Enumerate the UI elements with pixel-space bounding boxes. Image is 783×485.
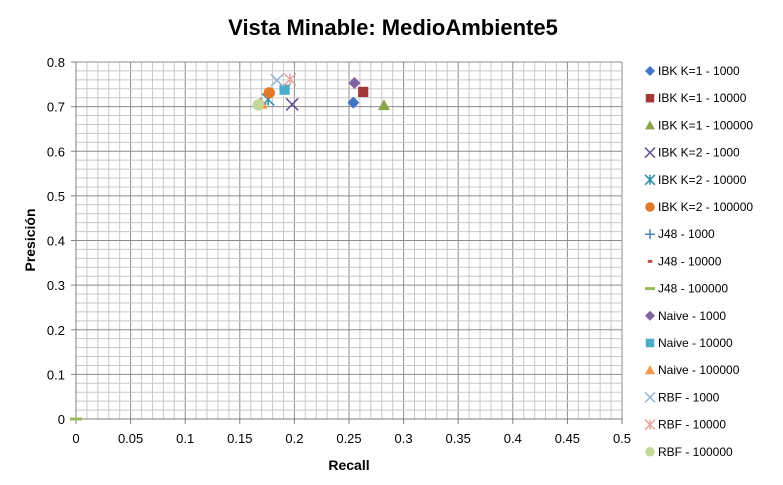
y-tick-label: 0.2 <box>47 323 65 338</box>
x-tick-label: 0.35 <box>446 431 471 446</box>
data-point <box>270 73 284 87</box>
x-tick-label: 0 <box>72 431 79 446</box>
y-tick-label: 0.1 <box>47 367 65 382</box>
y-tick-label: 0.8 <box>47 55 65 70</box>
y-tick-label: 0.6 <box>47 144 65 159</box>
data-point <box>347 96 360 109</box>
x-tick-label: 0.3 <box>395 431 413 446</box>
legend-label: Naive - 100000 <box>658 363 740 377</box>
data-point <box>348 76 361 89</box>
y-tick-label: 0.4 <box>47 234 65 249</box>
legend-label: Naive - 10000 <box>658 336 733 350</box>
legend-marker <box>645 310 655 321</box>
x-tick-label: 0.1 <box>176 431 194 446</box>
legend-label: RBF - 100000 <box>658 445 733 459</box>
x-axis-title: Recall <box>328 457 369 473</box>
legend-label: J48 - 10000 <box>658 254 722 268</box>
legend-label: RBF - 1000 <box>658 390 720 404</box>
y-axis-title: Presición <box>22 208 38 271</box>
legend-marker <box>645 229 655 240</box>
legend-marker <box>645 93 655 103</box>
legend-label: IBK K=1 - 10000 <box>658 91 747 105</box>
legend-marker <box>645 365 655 375</box>
chart-title: Vista Minable: MedioAmbiente5 <box>228 15 558 40</box>
x-tick-label: 0.25 <box>336 431 361 446</box>
legend-marker <box>644 419 656 431</box>
y-tick-label: 0 <box>58 412 65 427</box>
legend-label: IBK K=2 - 100000 <box>658 200 753 214</box>
legend: IBK K=1 - 1000 IBK K=1 - 10000 IBK K=1 - 1… <box>644 64 753 459</box>
y-tick-label: 0.5 <box>47 189 65 204</box>
x-tick-labels: 0 0.05 0.1 0.15 0.2 0.25 0.3 0.35 0.4 0.45 0.5 <box>72 431 631 446</box>
legend-label: IBK K=1 - 100000 <box>658 118 753 132</box>
legend-marker <box>645 120 655 130</box>
data-point <box>285 97 299 111</box>
x-tick-label: 0.05 <box>118 431 143 446</box>
data-point <box>358 86 369 97</box>
legend-marker <box>645 66 655 76</box>
data-point <box>279 84 290 95</box>
y-tick-label: 0.7 <box>47 100 65 115</box>
grid <box>75 61 623 420</box>
x-tick-label: 0.2 <box>285 431 303 446</box>
legend-marker <box>645 447 655 457</box>
axes <box>71 61 623 424</box>
x-tick-label: 0.5 <box>613 431 631 446</box>
legend-marker <box>644 174 656 186</box>
data-point <box>252 99 265 111</box>
x-tick-label: 0.15 <box>227 431 252 446</box>
legend-marker <box>644 391 656 403</box>
legend-marker <box>645 338 655 348</box>
legend-marker <box>644 147 656 159</box>
data-point <box>377 99 390 111</box>
x-tick-label: 0.45 <box>555 431 580 446</box>
data-points <box>70 72 390 421</box>
data-point <box>283 72 297 86</box>
data-point <box>263 87 275 99</box>
legend-label: IBK K=1 - 1000 <box>658 64 740 78</box>
legend-label: IBK K=2 - 1000 <box>658 146 740 160</box>
legend-label: J48 - 100000 <box>658 282 728 296</box>
legend-label: Naive - 1000 <box>658 309 726 323</box>
legend-label: J48 - 1000 <box>658 227 715 241</box>
y-tick-labels: 0 0.1 0.2 0.3 0.4 0.5 0.6 0.7 0.8 <box>47 55 65 427</box>
x-tick-label: 0.4 <box>504 431 522 446</box>
legend-label: IBK K=2 - 10000 <box>658 173 747 187</box>
y-tick-label: 0.3 <box>47 278 65 293</box>
legend-label: RBF - 10000 <box>658 418 726 432</box>
legend-marker <box>645 202 655 212</box>
